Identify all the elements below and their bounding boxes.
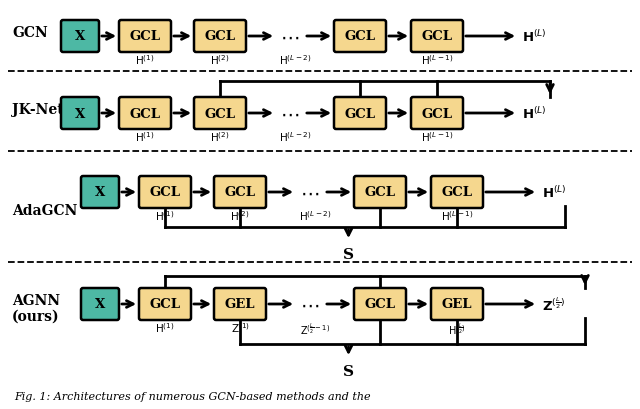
FancyBboxPatch shape <box>61 98 99 130</box>
FancyBboxPatch shape <box>81 288 119 320</box>
Text: $\mathrm{H}^{(L-1)}$: $\mathrm{H}^{(L-1)}$ <box>420 130 453 144</box>
Text: Fig. 1: Architectures of numerous GCN-based methods and the: Fig. 1: Architectures of numerous GCN-ba… <box>14 391 371 401</box>
FancyBboxPatch shape <box>119 21 171 53</box>
FancyBboxPatch shape <box>214 288 266 320</box>
FancyBboxPatch shape <box>334 98 386 130</box>
Text: GCL: GCL <box>129 30 161 43</box>
Text: $\mathrm{Z}^{(1)}$: $\mathrm{Z}^{(1)}$ <box>230 320 250 334</box>
Text: GCL: GCL <box>365 186 396 199</box>
Text: GCL: GCL <box>442 186 472 199</box>
Text: $\mathrm{H}^{(1)}$: $\mathrm{H}^{(1)}$ <box>135 130 155 144</box>
Text: GCL: GCL <box>365 298 396 311</box>
Text: $\mathbf{H}^{(L)}$: $\mathbf{H}^{(L)}$ <box>522 29 547 45</box>
Text: $\mathrm{H}^{(2)}$: $\mathrm{H}^{(2)}$ <box>210 53 230 67</box>
Text: $\mathrm{H}^{(1)}$: $\mathrm{H}^{(1)}$ <box>135 53 155 67</box>
Text: GCL: GCL <box>344 30 376 43</box>
Text: X: X <box>75 30 85 43</box>
Text: GCL: GCL <box>422 107 452 120</box>
Text: GEL: GEL <box>442 298 472 311</box>
Text: $\cdots$: $\cdots$ <box>300 183 319 202</box>
Text: JK-Net: JK-Net <box>12 103 63 117</box>
Text: AGNN: AGNN <box>12 293 60 307</box>
FancyBboxPatch shape <box>354 288 406 320</box>
FancyBboxPatch shape <box>61 21 99 53</box>
Text: GCL: GCL <box>205 107 236 120</box>
FancyBboxPatch shape <box>139 288 191 320</box>
Text: (ours): (ours) <box>12 309 60 323</box>
Text: X: X <box>95 298 105 311</box>
Text: GCL: GCL <box>225 186 255 199</box>
Text: $\cdots$: $\cdots$ <box>300 295 319 314</box>
FancyBboxPatch shape <box>119 98 171 130</box>
FancyBboxPatch shape <box>354 177 406 209</box>
Text: $\mathrm{H}^{(L-1)}$: $\mathrm{H}^{(L-1)}$ <box>420 53 453 67</box>
FancyBboxPatch shape <box>194 21 246 53</box>
Text: $\mathrm{H}^{(1)}$: $\mathrm{H}^{(1)}$ <box>156 320 175 334</box>
Text: GCL: GCL <box>150 186 180 199</box>
Text: S: S <box>343 247 354 261</box>
Text: $\mathbf{Z}^{(\frac{L}{2})}$: $\mathbf{Z}^{(\frac{L}{2})}$ <box>542 296 565 313</box>
Text: X: X <box>75 107 85 120</box>
FancyBboxPatch shape <box>411 98 463 130</box>
Text: GCL: GCL <box>205 30 236 43</box>
Text: $\mathrm{H}^{(L-2)}$: $\mathrm{H}^{(L-2)}$ <box>299 209 332 222</box>
Text: $\cdots$: $\cdots$ <box>280 104 300 123</box>
Text: $\mathrm{Z}^{(\frac{L}{2}-1)}$: $\mathrm{Z}^{(\frac{L}{2}-1)}$ <box>300 320 330 336</box>
Text: S: S <box>343 364 354 378</box>
Text: GCL: GCL <box>422 30 452 43</box>
FancyBboxPatch shape <box>431 177 483 209</box>
Text: $\mathrm{H}^{(L-2)}$: $\mathrm{H}^{(L-2)}$ <box>279 53 311 67</box>
FancyBboxPatch shape <box>139 177 191 209</box>
Text: GEL: GEL <box>225 298 255 311</box>
Text: AdaGCN: AdaGCN <box>12 204 77 218</box>
Text: X: X <box>95 186 105 199</box>
Text: GCN: GCN <box>12 26 48 40</box>
FancyBboxPatch shape <box>214 177 266 209</box>
Text: $\mathrm{H}^{(\frac{L}{2})}$: $\mathrm{H}^{(\frac{L}{2})}$ <box>448 320 466 336</box>
FancyBboxPatch shape <box>81 177 119 209</box>
FancyBboxPatch shape <box>194 98 246 130</box>
Text: $\mathbf{H}^{(L)}$: $\mathbf{H}^{(L)}$ <box>522 106 547 121</box>
Text: $\mathrm{H}^{(L-2)}$: $\mathrm{H}^{(L-2)}$ <box>279 130 311 144</box>
Text: $\mathrm{H}^{(1)}$: $\mathrm{H}^{(1)}$ <box>156 209 175 222</box>
Text: $\mathrm{H}^{(2)}$: $\mathrm{H}^{(2)}$ <box>230 209 250 222</box>
Text: GCL: GCL <box>150 298 180 311</box>
Text: $\mathrm{H}^{(2)}$: $\mathrm{H}^{(2)}$ <box>210 130 230 144</box>
FancyBboxPatch shape <box>411 21 463 53</box>
FancyBboxPatch shape <box>334 21 386 53</box>
Text: GCL: GCL <box>344 107 376 120</box>
Text: GCL: GCL <box>129 107 161 120</box>
Text: $\cdots$: $\cdots$ <box>280 27 300 46</box>
FancyBboxPatch shape <box>431 288 483 320</box>
Text: $\mathbf{H}^{(L)}$: $\mathbf{H}^{(L)}$ <box>542 184 567 200</box>
Text: $\mathrm{H}^{(L-1)}$: $\mathrm{H}^{(L-1)}$ <box>441 209 473 222</box>
